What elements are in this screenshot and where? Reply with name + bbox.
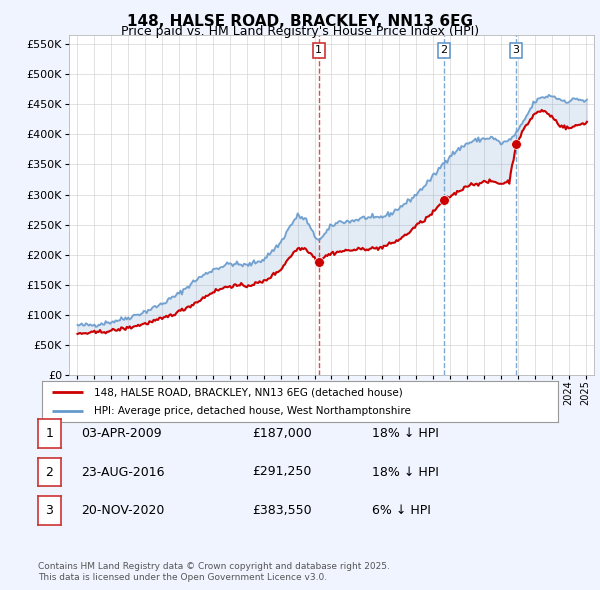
- Text: Price paid vs. HM Land Registry's House Price Index (HPI): Price paid vs. HM Land Registry's House …: [121, 25, 479, 38]
- Text: 18% ↓ HPI: 18% ↓ HPI: [372, 466, 439, 478]
- Text: 6% ↓ HPI: 6% ↓ HPI: [372, 504, 431, 517]
- Text: Contains HM Land Registry data © Crown copyright and database right 2025.
This d: Contains HM Land Registry data © Crown c…: [38, 562, 389, 582]
- Text: £187,000: £187,000: [252, 427, 312, 440]
- Text: £291,250: £291,250: [252, 466, 311, 478]
- Text: 148, HALSE ROAD, BRACKLEY, NN13 6EG (detached house): 148, HALSE ROAD, BRACKLEY, NN13 6EG (det…: [94, 387, 403, 397]
- Text: 18% ↓ HPI: 18% ↓ HPI: [372, 427, 439, 440]
- Text: 20-NOV-2020: 20-NOV-2020: [81, 504, 164, 517]
- Text: 3: 3: [45, 504, 53, 517]
- Text: 2: 2: [440, 45, 448, 55]
- Text: 3: 3: [512, 45, 520, 55]
- Text: 2: 2: [45, 466, 53, 478]
- Text: 23-AUG-2016: 23-AUG-2016: [81, 466, 164, 478]
- Text: 03-APR-2009: 03-APR-2009: [81, 427, 161, 440]
- Text: £383,550: £383,550: [252, 504, 311, 517]
- Text: 1: 1: [45, 427, 53, 440]
- Text: HPI: Average price, detached house, West Northamptonshire: HPI: Average price, detached house, West…: [94, 406, 410, 416]
- Text: 148, HALSE ROAD, BRACKLEY, NN13 6EG: 148, HALSE ROAD, BRACKLEY, NN13 6EG: [127, 14, 473, 28]
- Text: 1: 1: [315, 45, 322, 55]
